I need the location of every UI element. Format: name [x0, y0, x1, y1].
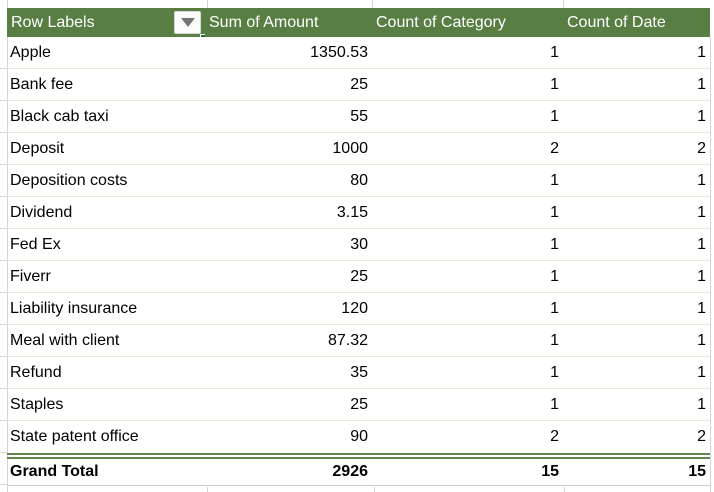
category-count-cell[interactable]: 2 [550, 140, 559, 157]
amount-cell[interactable]: 1350.53 [310, 44, 368, 61]
column-header-count-of-date[interactable]: Count of Date [567, 14, 666, 31]
pivot-table: Row Labels Sum of Amount Count of Catego… [7, 8, 710, 486]
row-label-cell[interactable]: Dividend [10, 204, 73, 221]
date-count-cell[interactable]: 1 [697, 76, 706, 93]
amount-cell[interactable]: 25 [350, 76, 368, 93]
date-count-cell[interactable]: 1 [697, 364, 706, 381]
gridline [372, 0, 373, 8]
pivot-data-row: Fiverr 25 1 1 [7, 261, 710, 293]
category-count-cell[interactable]: 1 [550, 108, 559, 125]
gridline [207, 487, 208, 492]
gridline [564, 487, 565, 492]
category-count-cell[interactable]: 2 [550, 428, 559, 445]
category-count-cell[interactable]: 1 [550, 332, 559, 349]
gridline [710, 37, 711, 492]
amount-cell[interactable]: 90 [350, 428, 368, 445]
gridline [207, 0, 208, 8]
row-label-cell[interactable]: Staples [10, 396, 64, 413]
date-count-cell[interactable]: 1 [697, 268, 706, 285]
category-count-cell[interactable]: 1 [550, 76, 559, 93]
amount-cell[interactable]: 25 [350, 268, 368, 285]
fill-handle[interactable] [200, 34, 205, 37]
amount-cell[interactable]: 30 [350, 236, 368, 253]
row-label-cell[interactable]: Deposit [10, 140, 65, 157]
pivot-data-row: Refund 35 1 1 [7, 357, 710, 389]
pivot-header-row: Row Labels Sum of Amount Count of Catego… [7, 8, 710, 37]
pivot-data-row: Black cab taxi 55 1 1 [7, 101, 710, 133]
pivot-data-row: Apple 1350.53 1 1 [7, 37, 710, 69]
pivot-data-row: Fed Ex 30 1 1 [7, 229, 710, 261]
date-count-cell[interactable]: 1 [697, 236, 706, 253]
amount-cell[interactable]: 3.15 [336, 204, 368, 221]
category-count-cell[interactable]: 1 [550, 204, 559, 221]
grand-total-amount-cell[interactable]: 2926 [332, 463, 368, 480]
pivot-data-row: Meal with client 87.32 1 1 [7, 325, 710, 357]
gridline [0, 37, 7, 486]
category-count-cell[interactable]: 1 [550, 44, 559, 61]
amount-cell[interactable]: 87.32 [327, 332, 368, 349]
row-labels-header-cell[interactable]: Row Labels [7, 8, 205, 37]
filter-dropdown-button[interactable] [174, 11, 201, 34]
gridline [7, 0, 8, 492]
category-count-cell[interactable]: 1 [550, 364, 559, 381]
row-labels-label: Row Labels [11, 14, 95, 31]
row-label-cell[interactable]: Apple [10, 44, 51, 61]
pivot-data-row: Staples 25 1 1 [7, 389, 710, 421]
grand-total-category-count-cell[interactable]: 15 [541, 463, 559, 480]
date-count-cell[interactable]: 1 [697, 108, 706, 125]
row-label-cell[interactable]: Liability insurance [10, 300, 138, 317]
row-label-cell[interactable]: Deposition costs [10, 172, 128, 189]
amount-cell[interactable]: 35 [350, 364, 368, 381]
amount-cell[interactable]: 25 [350, 396, 368, 413]
amount-cell[interactable]: 55 [350, 108, 368, 125]
chevron-down-icon [180, 18, 195, 27]
category-count-cell[interactable]: 1 [550, 396, 559, 413]
amount-cell[interactable]: 120 [341, 300, 368, 317]
pivot-data-row: Dividend 3.15 1 1 [7, 197, 710, 229]
grand-total-label-cell[interactable]: Grand Total [10, 463, 99, 480]
date-count-cell[interactable]: 1 [697, 396, 706, 413]
row-label-cell[interactable]: State patent office [10, 428, 139, 445]
row-label-cell[interactable]: Refund [10, 364, 62, 381]
column-header-count-of-category[interactable]: Count of Category [376, 14, 506, 31]
pivot-data-row: State patent office 90 2 2 [7, 421, 710, 453]
pivot-data-row: Deposit 1000 2 2 [7, 133, 710, 165]
date-count-cell[interactable]: 1 [697, 172, 706, 189]
pivot-data-row: Liability insurance 120 1 1 [7, 293, 710, 325]
date-count-cell[interactable]: 1 [697, 300, 706, 317]
grand-total-date-count-cell[interactable]: 15 [688, 463, 706, 480]
amount-cell[interactable]: 1000 [332, 140, 368, 157]
pivot-data-row: Deposition costs 80 1 1 [7, 165, 710, 197]
date-count-cell[interactable]: 2 [697, 428, 706, 445]
category-count-cell[interactable]: 1 [550, 236, 559, 253]
category-count-cell[interactable]: 1 [550, 172, 559, 189]
gridline [563, 0, 564, 8]
gridline [374, 487, 375, 492]
column-header-sum-of-amount[interactable]: Sum of Amount [209, 14, 319, 31]
row-label-cell[interactable]: Black cab taxi [10, 108, 109, 125]
category-count-cell[interactable]: 1 [550, 268, 559, 285]
date-count-cell[interactable]: 1 [697, 332, 706, 349]
date-count-cell[interactable]: 1 [697, 204, 706, 221]
pivot-rows: Apple 1350.53 1 1 Bank fee 25 1 1 Black … [7, 37, 710, 453]
category-count-cell[interactable]: 1 [550, 300, 559, 317]
date-count-cell[interactable]: 1 [697, 44, 706, 61]
date-count-cell[interactable]: 2 [697, 140, 706, 157]
row-label-cell[interactable]: Meal with client [10, 332, 120, 349]
pivot-data-row: Bank fee 25 1 1 [7, 69, 710, 101]
grand-total-row: Grand Total 2926 15 15 [7, 453, 710, 486]
row-label-cell[interactable]: Fiverr [10, 268, 51, 285]
row-label-cell[interactable]: Bank fee [10, 76, 74, 93]
amount-cell[interactable]: 80 [350, 172, 368, 189]
row-label-cell[interactable]: Fed Ex [10, 236, 61, 253]
